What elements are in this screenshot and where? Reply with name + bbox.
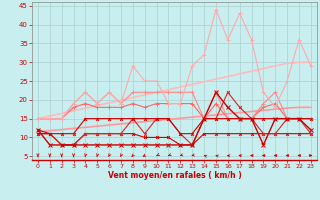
- X-axis label: Vent moyen/en rafales ( km/h ): Vent moyen/en rafales ( km/h ): [108, 171, 241, 180]
